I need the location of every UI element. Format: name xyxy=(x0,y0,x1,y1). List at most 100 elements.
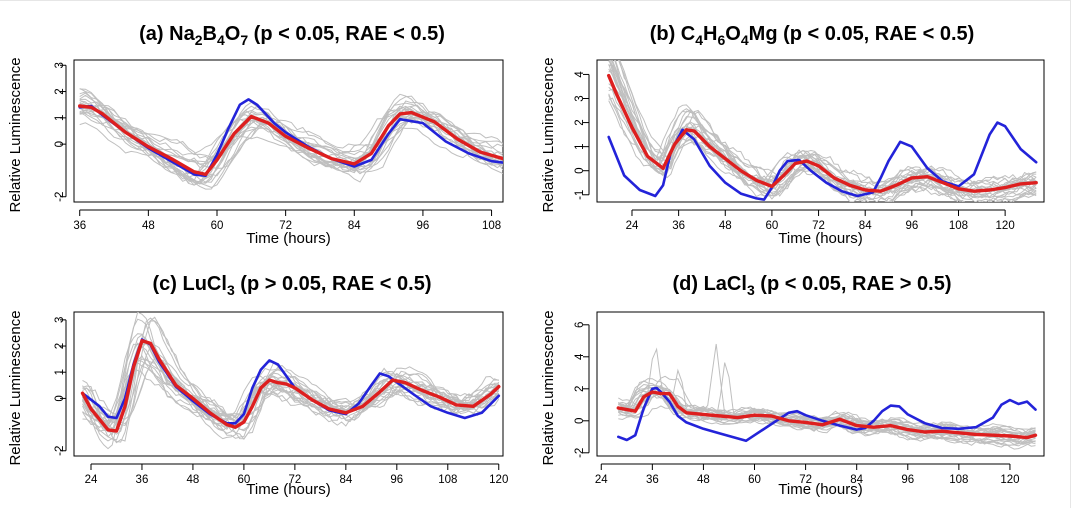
x-tick-label: 60 xyxy=(238,474,251,486)
plot-series xyxy=(80,312,501,450)
title-part: (p < 0.05, RAE < 0.5) xyxy=(248,23,445,45)
x-tick-label: 84 xyxy=(348,220,361,232)
x-axis-label: Time (hours) xyxy=(778,481,862,498)
replicate-line xyxy=(79,104,503,161)
x-tick-label: 72 xyxy=(279,220,292,232)
title-part: B xyxy=(203,23,217,45)
replicate-line xyxy=(82,358,499,425)
title-part: 3 xyxy=(747,282,755,298)
plot-series xyxy=(607,60,1038,202)
y-tick-label: -1 xyxy=(574,190,586,200)
x-tick-label: 96 xyxy=(390,474,403,486)
title-part: O xyxy=(725,23,741,45)
plot-series xyxy=(616,343,1038,450)
replicate-line xyxy=(611,60,1037,197)
y-tick-label: 0 xyxy=(574,168,586,174)
y-tick-label: 4 xyxy=(574,71,586,78)
title-part: (c) LuCl xyxy=(153,273,227,295)
x-tick-label: 36 xyxy=(136,474,149,486)
x-tick-label: 84 xyxy=(339,474,352,486)
y-tick-label: 0 xyxy=(54,141,66,147)
y-axis-label: Relative Luminescence xyxy=(540,310,557,465)
x-axis-label: Time (hours) xyxy=(778,230,862,247)
replicate-line xyxy=(82,316,500,431)
plot-area-border xyxy=(596,59,1045,203)
title-part: 4 xyxy=(695,32,703,48)
panel-d: (d) LaCl3 (p < 0.05, RAE > 0.5)24 36 48 60 7… xyxy=(540,273,1045,498)
y-tick-label: 0 xyxy=(54,395,66,401)
title-part: (a) Na xyxy=(139,23,195,45)
x-tick-label: 96 xyxy=(901,474,914,486)
x-tick-label: 24 xyxy=(85,474,98,486)
chart-title: (c) LuCl3 (p > 0.05, RAE < 0.5) xyxy=(153,273,432,298)
x-tick-label: 108 xyxy=(438,474,457,486)
title-part: 6 xyxy=(718,32,726,48)
x-tick-label: 72 xyxy=(799,474,812,486)
x-tick-label: 120 xyxy=(1000,474,1019,486)
title-part: 3 xyxy=(227,282,235,298)
y-tick-label: 3 xyxy=(54,317,66,323)
x-axis-label: Time (hours) xyxy=(246,230,330,247)
y-tick-label: 3 xyxy=(574,95,586,101)
x-tick-label: 72 xyxy=(288,474,301,486)
x-tick-label: 60 xyxy=(766,220,779,232)
replicate-line xyxy=(82,320,500,444)
plot-series xyxy=(78,87,503,190)
x-tick-label: 96 xyxy=(417,220,430,232)
title-part: H xyxy=(703,23,717,45)
x-tick-label: 36 xyxy=(73,220,86,232)
y-axis-label: Relative Luminescence xyxy=(540,57,557,212)
y-tick-label: -2 xyxy=(54,192,66,202)
replicate-line xyxy=(82,361,499,423)
red-series-line xyxy=(616,390,1038,440)
replicate-line xyxy=(618,386,1036,450)
x-tick-label: 72 xyxy=(812,220,825,232)
chart-title: (a) Na2B4O7 (p < 0.05, RAE < 0.5) xyxy=(139,23,445,48)
panel-b: (b) C4H6O4Mg (p < 0.05, RAE < 0.5)24 36 48… xyxy=(540,23,1045,247)
plot-area-border xyxy=(73,311,504,457)
title-part: (d) LaCl xyxy=(673,273,747,295)
plot-area-border xyxy=(73,59,504,203)
y-tick-label: 3 xyxy=(54,62,66,68)
replicate-line xyxy=(82,358,500,425)
x-tick-label: 36 xyxy=(646,474,659,486)
title-part: Mg (p < 0.05, RAE < 0.5) xyxy=(749,23,975,45)
title-part: 2 xyxy=(195,32,203,48)
x-tick-label: 108 xyxy=(949,220,968,232)
y-tick-label: 1 xyxy=(574,143,586,149)
y-tick-label: 2 xyxy=(574,386,586,392)
x-tick-label: 36 xyxy=(672,220,685,232)
x-tick-label: 84 xyxy=(850,474,863,486)
x-tick-label: 48 xyxy=(697,474,710,486)
panel-a: (a) Na2B4O7 (p < 0.05, RAE < 0.5)36 48 60 7… xyxy=(7,23,504,247)
y-tick-label: 1 xyxy=(54,369,66,375)
y-tick-label: 1 xyxy=(54,115,66,121)
plot-area-border xyxy=(596,311,1045,457)
replicate-line xyxy=(610,60,1037,195)
replicate-line xyxy=(79,122,503,178)
x-tick-label: 96 xyxy=(905,220,918,232)
y-tick-label: -2 xyxy=(54,446,66,456)
x-tick-label: 48 xyxy=(719,220,732,232)
y-tick-label: 2 xyxy=(574,119,586,125)
title-part: 7 xyxy=(240,32,248,48)
red-series-line xyxy=(80,339,501,433)
y-tick-label: 6 xyxy=(574,322,586,328)
title-part: 4 xyxy=(217,32,225,48)
replicate-line xyxy=(618,394,1036,446)
x-tick-label: 48 xyxy=(187,474,200,486)
title-part: O xyxy=(225,23,241,45)
chart-title: (b) C4H6O4Mg (p < 0.05, RAE < 0.5) xyxy=(650,23,975,48)
x-tick-label: 60 xyxy=(748,474,761,486)
panel-c: (c) LuCl3 (p > 0.05, RAE < 0.5)24 36 48 60 7… xyxy=(7,273,508,498)
x-tick-label: 120 xyxy=(996,220,1015,232)
y-tick-label: 0 xyxy=(574,418,586,424)
x-tick-label: 84 xyxy=(859,220,872,232)
x-tick-label: 108 xyxy=(482,220,501,232)
red-series-line xyxy=(607,73,1038,193)
title-part: (p > 0.05, RAE < 0.5) xyxy=(235,273,432,295)
x-tick-label: 24 xyxy=(595,474,608,486)
y-tick-label: -2 xyxy=(574,448,586,458)
x-tick-label: 48 xyxy=(142,220,155,232)
